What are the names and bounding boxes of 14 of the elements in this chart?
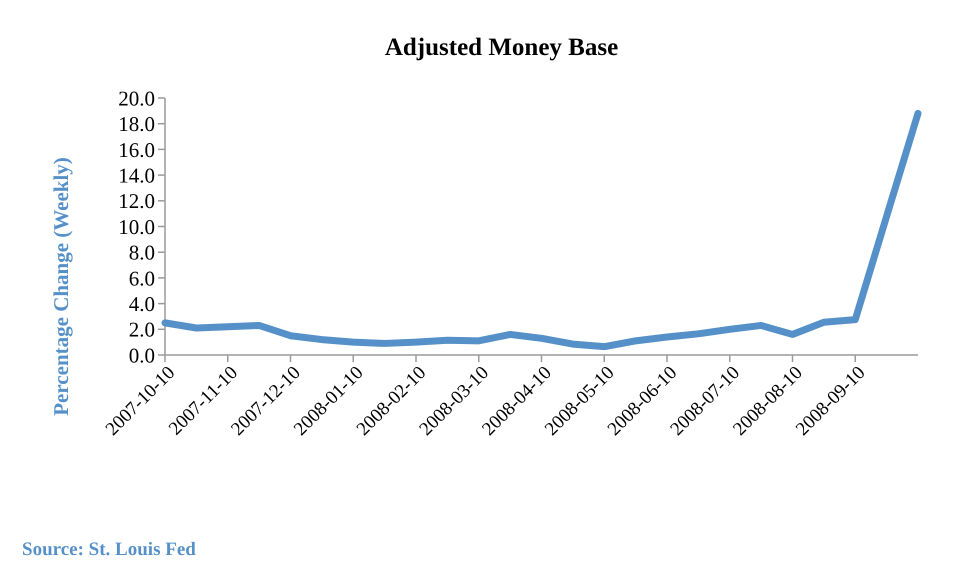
source-note: Source: St. Louis Fed xyxy=(22,539,196,560)
y-axis-title: Percentage Change (Weekly) xyxy=(49,157,73,416)
y-tick-label: 12.0 xyxy=(118,189,155,214)
y-tick-label: 16.0 xyxy=(118,138,155,162)
y-tick-label: 8.0 xyxy=(128,240,155,265)
y-tick-label: 18.0 xyxy=(118,112,155,136)
y-tick-label: 6.0 xyxy=(128,266,155,290)
y-tick-label: 10.0 xyxy=(118,214,155,239)
chart-title: Adjusted Money Base xyxy=(384,34,618,61)
y-tick-label: 4.0 xyxy=(128,292,155,316)
y-tick-label: 2.0 xyxy=(128,318,155,342)
y-tick-label: 14.0 xyxy=(118,163,155,188)
y-tick-label: 0.0 xyxy=(128,343,155,368)
y-tick-label: 20.0 xyxy=(118,86,155,110)
